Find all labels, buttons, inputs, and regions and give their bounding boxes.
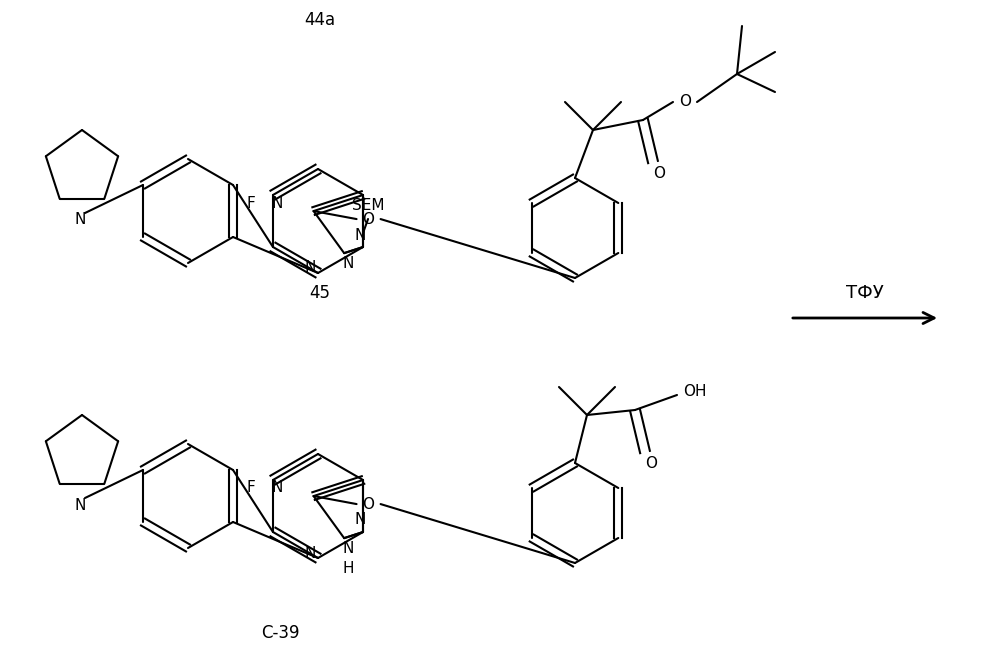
- Text: N: N: [304, 545, 316, 561]
- Text: N: N: [74, 213, 86, 228]
- Text: N: N: [74, 497, 86, 513]
- Text: O: O: [645, 457, 657, 472]
- Text: OH: OH: [683, 384, 707, 399]
- Text: N: N: [354, 513, 366, 528]
- Text: H: H: [342, 561, 354, 576]
- Text: ТФУ: ТФУ: [846, 284, 884, 302]
- Text: O: O: [363, 212, 375, 226]
- Text: 45: 45: [310, 284, 330, 302]
- Text: N: N: [342, 541, 354, 555]
- Text: N: N: [271, 480, 283, 495]
- Text: F: F: [247, 480, 255, 495]
- Text: O: O: [363, 497, 375, 511]
- Text: 44a: 44a: [304, 11, 336, 29]
- Text: O: O: [679, 95, 691, 109]
- Text: C-39: C-39: [261, 624, 299, 642]
- Text: F: F: [247, 195, 255, 211]
- Text: N: N: [304, 261, 316, 276]
- Text: O: O: [653, 166, 665, 182]
- Text: N: N: [271, 195, 283, 211]
- Text: N: N: [342, 256, 354, 270]
- Text: SEM: SEM: [352, 197, 384, 213]
- Text: N: N: [354, 228, 366, 243]
